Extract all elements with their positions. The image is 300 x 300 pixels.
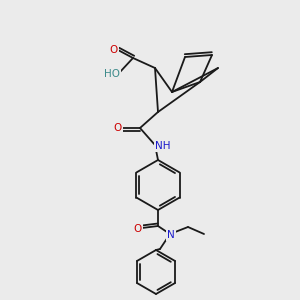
Text: O: O xyxy=(110,45,118,55)
Text: HO: HO xyxy=(104,69,120,79)
Text: NH: NH xyxy=(155,141,171,151)
Text: O: O xyxy=(134,224,142,234)
Text: O: O xyxy=(114,123,122,133)
Text: N: N xyxy=(167,230,175,240)
